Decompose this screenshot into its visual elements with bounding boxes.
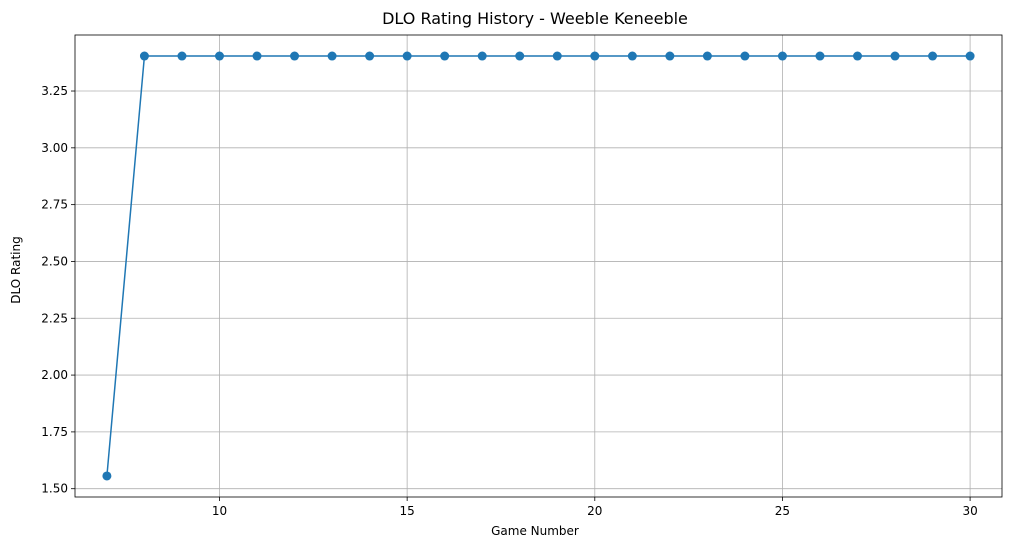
data-point: [627, 51, 637, 61]
data-point: [515, 51, 525, 61]
y-tick-label: 2.75: [41, 198, 68, 212]
x-axis-label: Game Number: [491, 524, 579, 538]
data-point: [139, 51, 149, 61]
y-tick-label: 2.00: [41, 368, 68, 382]
x-tick-label: 20: [587, 504, 602, 518]
data-point: [890, 51, 900, 61]
x-tick-label: 10: [212, 504, 227, 518]
data-point: [928, 51, 938, 61]
data-point: [365, 51, 375, 61]
data-series: [102, 51, 975, 481]
plot-frame: [74, 34, 1003, 498]
data-point: [965, 51, 975, 61]
data-point: [102, 471, 112, 481]
data-point: [440, 51, 450, 61]
data-point: [402, 51, 412, 61]
x-tick-label: 25: [775, 504, 790, 518]
x-tick-label: 30: [962, 504, 977, 518]
data-point: [853, 51, 863, 61]
y-tick-label: 2.50: [41, 254, 68, 268]
data-point: [252, 51, 262, 61]
data-point: [740, 51, 750, 61]
series-line: [106, 55, 971, 477]
y-tick-label: 1.75: [41, 425, 68, 439]
data-point: [590, 51, 600, 61]
data-point: [777, 51, 787, 61]
data-point: [665, 51, 675, 61]
grid-lines: [75, 35, 1002, 497]
axis-ticks: 10 15 20 25 30 1.50 1.75 2.00 2.25 2.50 2.75 3.00 3.…: [41, 84, 977, 518]
y-tick-label: 3.25: [41, 84, 68, 98]
data-point: [477, 51, 487, 61]
y-tick-label: 2.25: [41, 311, 68, 325]
y-tick-label: 1.50: [41, 482, 68, 496]
data-point: [552, 51, 562, 61]
data-point: [327, 51, 337, 61]
data-point: [214, 51, 224, 61]
y-axis-label: DLO Rating: [9, 236, 23, 303]
data-point: [815, 51, 825, 61]
data-point: [702, 51, 712, 61]
data-point: [177, 51, 187, 61]
chart-title: DLO Rating History - Weeble Keneeble: [382, 9, 688, 28]
data-point: [290, 51, 300, 61]
x-tick-label: 15: [400, 504, 415, 518]
y-tick-label: 3.00: [41, 141, 68, 155]
